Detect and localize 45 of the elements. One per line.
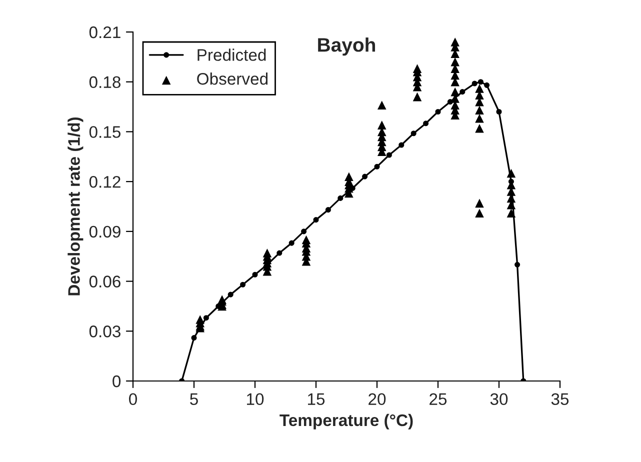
x-tick-label: 35 <box>551 393 569 406</box>
point <box>252 272 258 278</box>
point <box>478 79 484 85</box>
point <box>362 174 368 180</box>
y-tick-label: 0.09 <box>89 226 120 238</box>
point <box>313 217 319 223</box>
legend-label: Predicted <box>198 48 266 61</box>
point <box>228 292 234 298</box>
point <box>301 228 307 234</box>
y-tick-label: 0.21 <box>89 26 120 38</box>
y-tick-label: 0.12 <box>89 176 120 188</box>
point <box>460 89 466 95</box>
point <box>435 108 441 115</box>
point <box>472 80 478 86</box>
chart-title: Bayoh <box>318 37 376 56</box>
point <box>410 130 416 136</box>
y-tick-label: 0 <box>112 375 121 388</box>
x-tick-label: 15 <box>308 393 325 406</box>
point <box>325 207 331 213</box>
x-tick-label: 30 <box>490 393 508 406</box>
y-tick-label: 0.18 <box>89 76 120 88</box>
point <box>288 240 294 246</box>
point <box>398 142 404 148</box>
x-tick-label: 10 <box>247 393 264 406</box>
point <box>484 82 490 88</box>
y-axis-title: Development rate (1/d) <box>68 117 84 296</box>
point <box>191 335 197 341</box>
x-tick-label: 0 <box>129 393 137 406</box>
point <box>496 108 502 115</box>
point <box>338 195 344 201</box>
legend-label: Observed <box>197 72 268 85</box>
point <box>203 315 209 321</box>
y-tick-label: 0.15 <box>89 126 120 138</box>
point <box>240 282 246 288</box>
x-tick-label: 25 <box>430 393 447 406</box>
y-tick-label: 0.03 <box>89 326 120 338</box>
point <box>374 164 380 170</box>
x-axis-title: Temperature (°C) <box>280 414 413 430</box>
point <box>514 262 520 268</box>
x-tick-label: 5 <box>190 393 198 406</box>
x-tick-label: 20 <box>368 393 386 406</box>
point <box>386 152 392 158</box>
y-tick-label: 0.06 <box>89 276 120 288</box>
point <box>423 120 429 126</box>
point <box>276 250 282 256</box>
